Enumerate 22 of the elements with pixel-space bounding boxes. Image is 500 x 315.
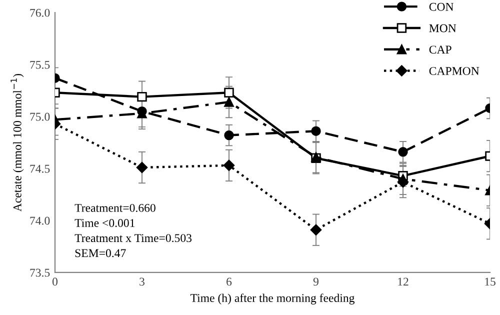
y-tick-label: 75.5 xyxy=(30,60,50,69)
x-tick-label: 15 xyxy=(485,278,496,286)
annotation: SEM=0.47 xyxy=(75,249,126,258)
legend-label: CON xyxy=(429,2,454,11)
y-tick-label: 75.0 xyxy=(30,112,50,121)
x-tick-label: 9 xyxy=(313,278,318,286)
x-tick-label: 12 xyxy=(398,278,408,286)
x-tick-label: 6 xyxy=(226,278,232,286)
legend-label: CAPMON xyxy=(429,67,480,76)
x-axis-title: Time (h) after the morning feeding xyxy=(190,294,355,304)
annotation: Treatment x Time=0.503 xyxy=(74,234,192,242)
y-tick-label: 76.0 xyxy=(30,8,50,17)
x-tick-label: 3 xyxy=(140,278,144,286)
annotation: Treatment=0.660 xyxy=(74,204,156,212)
y-tick-label: 74.0 xyxy=(30,216,50,225)
y-tick-label: 73.5 xyxy=(30,268,50,277)
annotation: Time <0.001 xyxy=(74,219,135,228)
y-axis-title: Acetate (mmol 100 mmol$^{−1}$) xyxy=(10,74,24,212)
y-tick-label: 74.5 xyxy=(30,164,50,173)
x-tick-label: 0 xyxy=(52,278,58,286)
legend-label: CAP xyxy=(429,46,452,54)
legend-label: MON xyxy=(429,24,456,32)
